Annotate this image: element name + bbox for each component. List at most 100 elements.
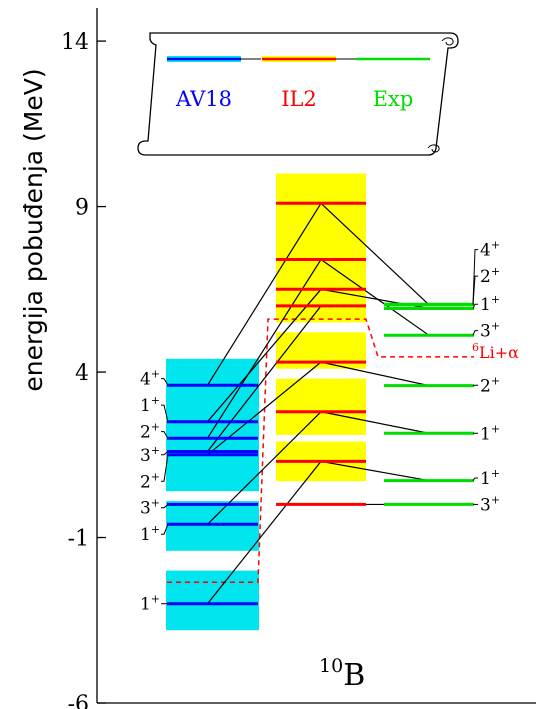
parity-value: + xyxy=(151,394,160,407)
spin-value: 1 xyxy=(140,396,151,416)
level-labels: 1+1+3+2+3+2+1+4+3+1+1+2+3+1+2+4+ xyxy=(140,239,500,615)
level-label-exp-3: 2+ xyxy=(480,374,500,396)
uncertainty-bands xyxy=(166,173,366,631)
spin-value: 1 xyxy=(480,295,491,315)
parity-value: + xyxy=(151,523,160,536)
label-leader-av18-2 xyxy=(161,504,169,509)
parity-value: + xyxy=(491,422,500,435)
connection-8 xyxy=(320,259,430,336)
axes xyxy=(96,8,536,704)
band-av18-0 xyxy=(166,570,259,631)
parity-value: + xyxy=(491,374,500,387)
threshold-dashed-line xyxy=(167,318,474,583)
spin-value: 1 xyxy=(480,424,491,444)
parity-value: + xyxy=(151,421,160,434)
spin-value: 4 xyxy=(480,241,491,261)
connection-9 xyxy=(207,288,322,423)
legend-label-av18: AV18 xyxy=(175,87,232,111)
legend-label-exp: Exp xyxy=(373,87,414,111)
band-il2-3 xyxy=(276,173,366,323)
level-label-av18-7: 4+ xyxy=(140,368,160,390)
band-il2-1 xyxy=(276,378,366,435)
parity-value: + xyxy=(151,593,160,606)
legend-scroll-frame xyxy=(137,32,459,156)
spin-value: 2 xyxy=(140,472,151,492)
label-leader-av18-4 xyxy=(161,451,169,456)
level-label-av18-0: 1+ xyxy=(140,593,160,615)
level-label-exp-2: 1+ xyxy=(480,422,500,444)
label-leader-av18-6 xyxy=(161,404,169,422)
label-leader-av18-3 xyxy=(161,454,169,482)
spin-value: 3 xyxy=(140,446,151,466)
label-leader-exp-1 xyxy=(472,477,478,481)
legend: AV18 IL2 Exp xyxy=(137,32,459,156)
parity-value: + xyxy=(491,467,500,480)
level-label-exp-5: 1+ xyxy=(480,293,500,315)
y-tick-label-4: 14 xyxy=(61,30,89,55)
parity-value: + xyxy=(491,239,500,252)
label-leader-av18-5 xyxy=(161,431,169,439)
spin-value: 3 xyxy=(480,322,491,342)
parity-value: + xyxy=(151,444,160,457)
level-label-av18-1: 1+ xyxy=(140,523,160,545)
parity-value: + xyxy=(491,320,500,333)
level-label-exp-7: 4+ xyxy=(480,239,500,261)
threshold-mass: 6 xyxy=(472,341,479,354)
spin-value: 1 xyxy=(140,525,151,545)
spin-value: 1 xyxy=(480,469,491,489)
parity-value: + xyxy=(151,497,160,510)
spin-value: 3 xyxy=(140,499,151,519)
level-label-exp-4: 3+ xyxy=(480,320,500,342)
level-label-exp-0: 3+ xyxy=(480,493,500,515)
label-leader-exp-4 xyxy=(472,330,478,336)
level-label-exp-6: 2+ xyxy=(480,265,500,287)
level-label-av18-5: 2+ xyxy=(140,421,160,443)
band-av18-1 xyxy=(166,501,259,551)
threshold-label: 6Li+α xyxy=(472,341,519,362)
level-label-av18-3: 2+ xyxy=(140,470,160,492)
parity-value: + xyxy=(491,493,500,506)
parity-value: + xyxy=(491,293,500,306)
level-label-av18-4: 3+ xyxy=(140,444,160,466)
y-axis-label: energija pobuđenja (MeV) xyxy=(19,68,48,391)
spin-value: 1 xyxy=(140,595,151,615)
level-label-av18-6: 1+ xyxy=(140,394,160,416)
connection-13 xyxy=(207,305,322,452)
y-tick-label-0: -6 xyxy=(68,692,89,709)
connection-11 xyxy=(206,202,322,386)
connection-4 xyxy=(320,411,430,434)
label-leader-exp-7 xyxy=(472,249,478,305)
spin-value: 2 xyxy=(140,423,151,443)
spin-value: 2 xyxy=(480,267,491,287)
label-leader-av18-1 xyxy=(161,524,169,535)
parity-value: + xyxy=(151,470,160,483)
y-tick-label-1: -1 xyxy=(68,527,89,552)
label-leader-av18-7 xyxy=(161,378,169,386)
legend-entries: AV18 IL2 Exp xyxy=(167,56,430,111)
spin-value: 4 xyxy=(140,370,151,390)
level-label-exp-1: 1+ xyxy=(480,467,500,489)
y-tick-label-2: 4 xyxy=(75,361,89,386)
label-leader-exp-5 xyxy=(472,303,478,309)
nucleus-symbol: B xyxy=(343,658,365,693)
connection-0 xyxy=(207,461,322,605)
nucleus-label: 10B xyxy=(319,655,365,693)
legend-label-il2: IL2 xyxy=(281,87,317,111)
threshold-lines xyxy=(167,318,474,583)
spin-value: 3 xyxy=(480,495,491,515)
parity-value: + xyxy=(491,265,500,278)
connection-12 xyxy=(320,202,430,306)
y-ticks: -6 -1 4 9 14 xyxy=(61,30,106,709)
nucleus-mass: 10 xyxy=(319,655,343,677)
legend-scroll-curl-bottom xyxy=(427,144,440,153)
spin-value: 2 xyxy=(480,376,491,396)
legend-scroll-curl-top xyxy=(441,37,454,46)
parity-value: + xyxy=(151,368,160,381)
threshold-text: Li+α xyxy=(479,343,519,362)
level-label-av18-2: 3+ xyxy=(140,497,160,519)
y-tick-label-3: 9 xyxy=(75,196,89,221)
connection-1 xyxy=(320,460,430,482)
connection-6 xyxy=(320,361,430,387)
energy-levels xyxy=(167,201,474,606)
